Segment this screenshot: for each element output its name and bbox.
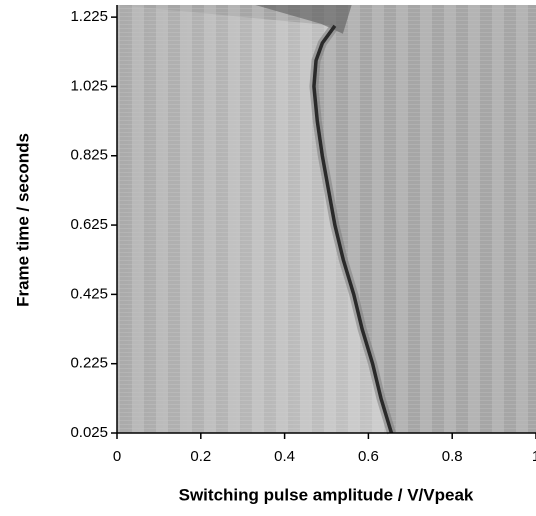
y-tick-label: 0.025 <box>70 424 108 441</box>
x-tick-label: 0.8 <box>442 448 463 465</box>
y-axis-label: Frame time / seconds <box>13 133 32 307</box>
x-tick-label: 1 <box>532 448 536 465</box>
y-tick-label: 0.225 <box>70 355 108 372</box>
chart: Switching pulse amplitude / V/Vpeak Fram… <box>0 0 536 516</box>
y-tick-label: 0.625 <box>70 216 108 233</box>
x-tick-label: 0.6 <box>358 448 379 465</box>
x-tick-label: 0.4 <box>274 448 295 465</box>
y-tick-label: 0.825 <box>70 147 108 164</box>
x-axis-label: Switching pulse amplitude / V/Vpeak <box>179 485 474 504</box>
x-tick-label: 0.2 <box>190 448 211 465</box>
x-tick-label: 0 <box>113 448 121 465</box>
y-tick-label: 1.025 <box>70 77 108 94</box>
page: Switching pulse amplitude / V/Vpeak Fram… <box>0 0 536 516</box>
y-tick-label: 0.425 <box>70 285 108 302</box>
y-tick-label: 1.225 <box>70 8 108 25</box>
